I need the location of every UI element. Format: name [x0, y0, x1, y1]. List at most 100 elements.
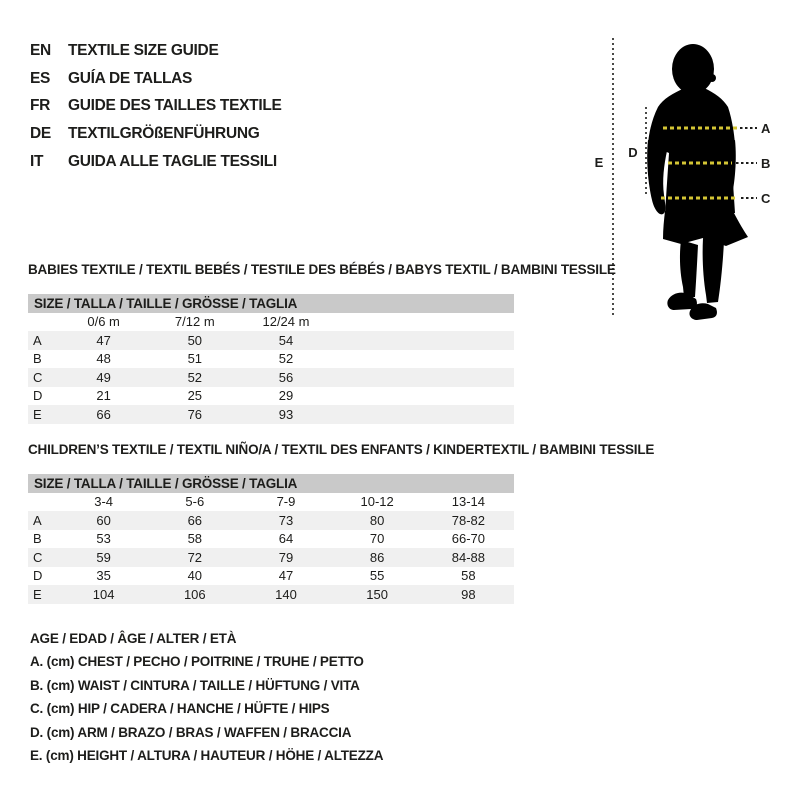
empty-cell	[332, 350, 423, 369]
size-cell: 60	[96, 512, 111, 528]
figure-label-e: E	[595, 155, 604, 170]
size-cell: 140	[275, 586, 297, 602]
size-header-bar: SIZE / TALLA / TAILLE / GRÖSSE / TAGLIA	[28, 474, 514, 493]
size-cell: 76	[187, 406, 203, 422]
size-measurement-figure: A B C D E	[595, 38, 771, 320]
table-row: C 59 72 79 86 84-88	[28, 548, 514, 567]
table-row: A 47 50 54	[28, 331, 514, 350]
size-header-bar: SIZE / TALLA / TAILLE / GRÖSSE / TAGLIA	[28, 294, 514, 313]
size-cell: 73	[278, 512, 294, 528]
col-header: 12/24 m	[262, 314, 310, 330]
language-title: GUIDE DES TAILLES TEXTILE	[68, 97, 282, 115]
row-label: D	[33, 388, 43, 404]
babies-textile-section: BABIES TEXTILE / TEXTIL BEBÉS / TESTILE …	[28, 262, 616, 424]
babies-section-title: BABIES TEXTILE / TEXTIL BEBÉS / TESTILE …	[28, 262, 616, 277]
size-cell: 25	[187, 388, 203, 404]
language-code: ES	[30, 69, 51, 87]
table-row: E 104 106 140 150 98	[28, 585, 514, 604]
size-cell: 79	[278, 549, 294, 565]
empty-cell	[423, 387, 514, 406]
language-row-en: EN TEXTILE SIZE GUIDE	[30, 37, 282, 65]
children-section-title: CHILDREN’S TEXTILE / TEXTIL NIÑO/A / TEX…	[28, 442, 655, 457]
size-cell: 93	[278, 406, 294, 422]
empty-cell	[28, 493, 58, 512]
row-label: E	[33, 406, 42, 422]
size-cell: 86	[369, 549, 385, 565]
column-header-row: 3-4 5-6 7-9 10-12 13-14	[28, 493, 514, 512]
row-label: B	[33, 351, 42, 367]
legend-height: E. (cm) HEIGHT / ALTURA / HAUTEUR / HÖHE…	[30, 748, 384, 764]
size-cell: 40	[187, 568, 203, 584]
row-label: D	[33, 568, 43, 584]
language-code: FR	[30, 97, 51, 115]
measurement-legend: AGE / EDAD / ÂGE / ALTER / ETÀ A. (cm) C…	[30, 627, 383, 767]
language-title: TEXTILGRÖßENFÜHRUNG	[68, 125, 260, 143]
empty-cell	[332, 368, 423, 387]
size-cell: 106	[183, 586, 206, 602]
row-label: C	[33, 369, 43, 385]
size-cell: 47	[278, 568, 294, 584]
size-cell: 53	[96, 531, 111, 547]
col-header: 7-9	[276, 494, 296, 510]
size-cell: 58	[461, 568, 476, 584]
size-cell: 49	[96, 369, 111, 385]
size-cell: 66-70	[451, 531, 485, 547]
size-cell: 64	[278, 531, 294, 547]
size-cell: 59	[96, 549, 111, 565]
language-row-es: ES GUÍA DE TALLAS	[30, 65, 282, 93]
col-header: 7/12 m	[174, 314, 215, 330]
empty-cell	[423, 405, 514, 424]
size-cell: 48	[96, 351, 111, 367]
language-code: IT	[30, 152, 44, 170]
size-header-row: SIZE / TALLA / TAILLE / GRÖSSE / TAGLIA	[28, 474, 514, 493]
size-cell: 52	[278, 351, 294, 367]
col-header: 5-6	[185, 494, 205, 510]
size-cell: 54	[278, 332, 294, 348]
size-cell: 52	[187, 369, 203, 385]
table-row: B 53 58 64 70 66-70	[28, 530, 514, 549]
language-title-list: EN TEXTILE SIZE GUIDE ES GUÍA DE TALLAS …	[30, 37, 282, 176]
col-header: 0/6 m	[87, 314, 120, 330]
size-cell: 98	[461, 586, 476, 602]
column-header-row: 0/6 m 7/12 m 12/24 m	[28, 313, 514, 332]
size-cell: 47	[96, 332, 111, 348]
empty-cell	[28, 313, 58, 332]
size-cell: 56	[278, 369, 294, 385]
col-header: 13-14	[451, 494, 485, 510]
size-cell: 55	[369, 568, 385, 584]
babies-size-table: SIZE / TALLA / TAILLE / GRÖSSE / TAGLIA …	[28, 294, 514, 424]
figure-label-b: B	[761, 156, 770, 171]
size-cell: 50	[187, 332, 203, 348]
table-row: C 49 52 56	[28, 368, 514, 387]
legend-hip: C. (cm) HIP / CADERA / HANCHE / HÜFTE / …	[30, 701, 330, 717]
children-textile-section: CHILDREN’S TEXTILE / TEXTIL NIÑO/A / TEX…	[28, 442, 655, 604]
size-cell: 29	[278, 388, 294, 404]
table-row: D 21 25 29	[28, 387, 514, 406]
size-cell: 66	[96, 406, 111, 422]
table-row: D 35 40 47 55 58	[28, 567, 514, 586]
row-label: A	[33, 512, 42, 528]
size-cell: 58	[187, 531, 203, 547]
figure-label-c: C	[761, 191, 771, 206]
size-cell: 104	[92, 586, 115, 602]
size-cell: 78-82	[451, 512, 485, 528]
size-cell: 21	[96, 388, 111, 404]
size-cell: 51	[187, 351, 203, 367]
size-cell: 80	[369, 512, 385, 528]
empty-cell	[423, 331, 514, 350]
language-title: TEXTILE SIZE GUIDE	[68, 42, 219, 59]
size-header-row: SIZE / TALLA / TAILLE / GRÖSSE / TAGLIA	[28, 294, 514, 313]
row-label: A	[33, 332, 42, 348]
language-code: DE	[30, 125, 51, 143]
row-label: E	[33, 586, 42, 602]
size-cell: 35	[96, 568, 111, 584]
language-code: EN	[30, 42, 51, 59]
children-size-table: SIZE / TALLA / TAILLE / GRÖSSE / TAGLIA …	[28, 474, 514, 604]
col-header: 3-4	[94, 494, 114, 510]
empty-cell	[332, 387, 423, 406]
language-row-fr: FR GUIDE DES TAILLES TEXTILE	[30, 92, 282, 120]
empty-cell	[423, 350, 514, 369]
size-cell: 84-88	[451, 549, 485, 565]
row-label: B	[33, 531, 42, 547]
empty-cell	[332, 331, 423, 350]
